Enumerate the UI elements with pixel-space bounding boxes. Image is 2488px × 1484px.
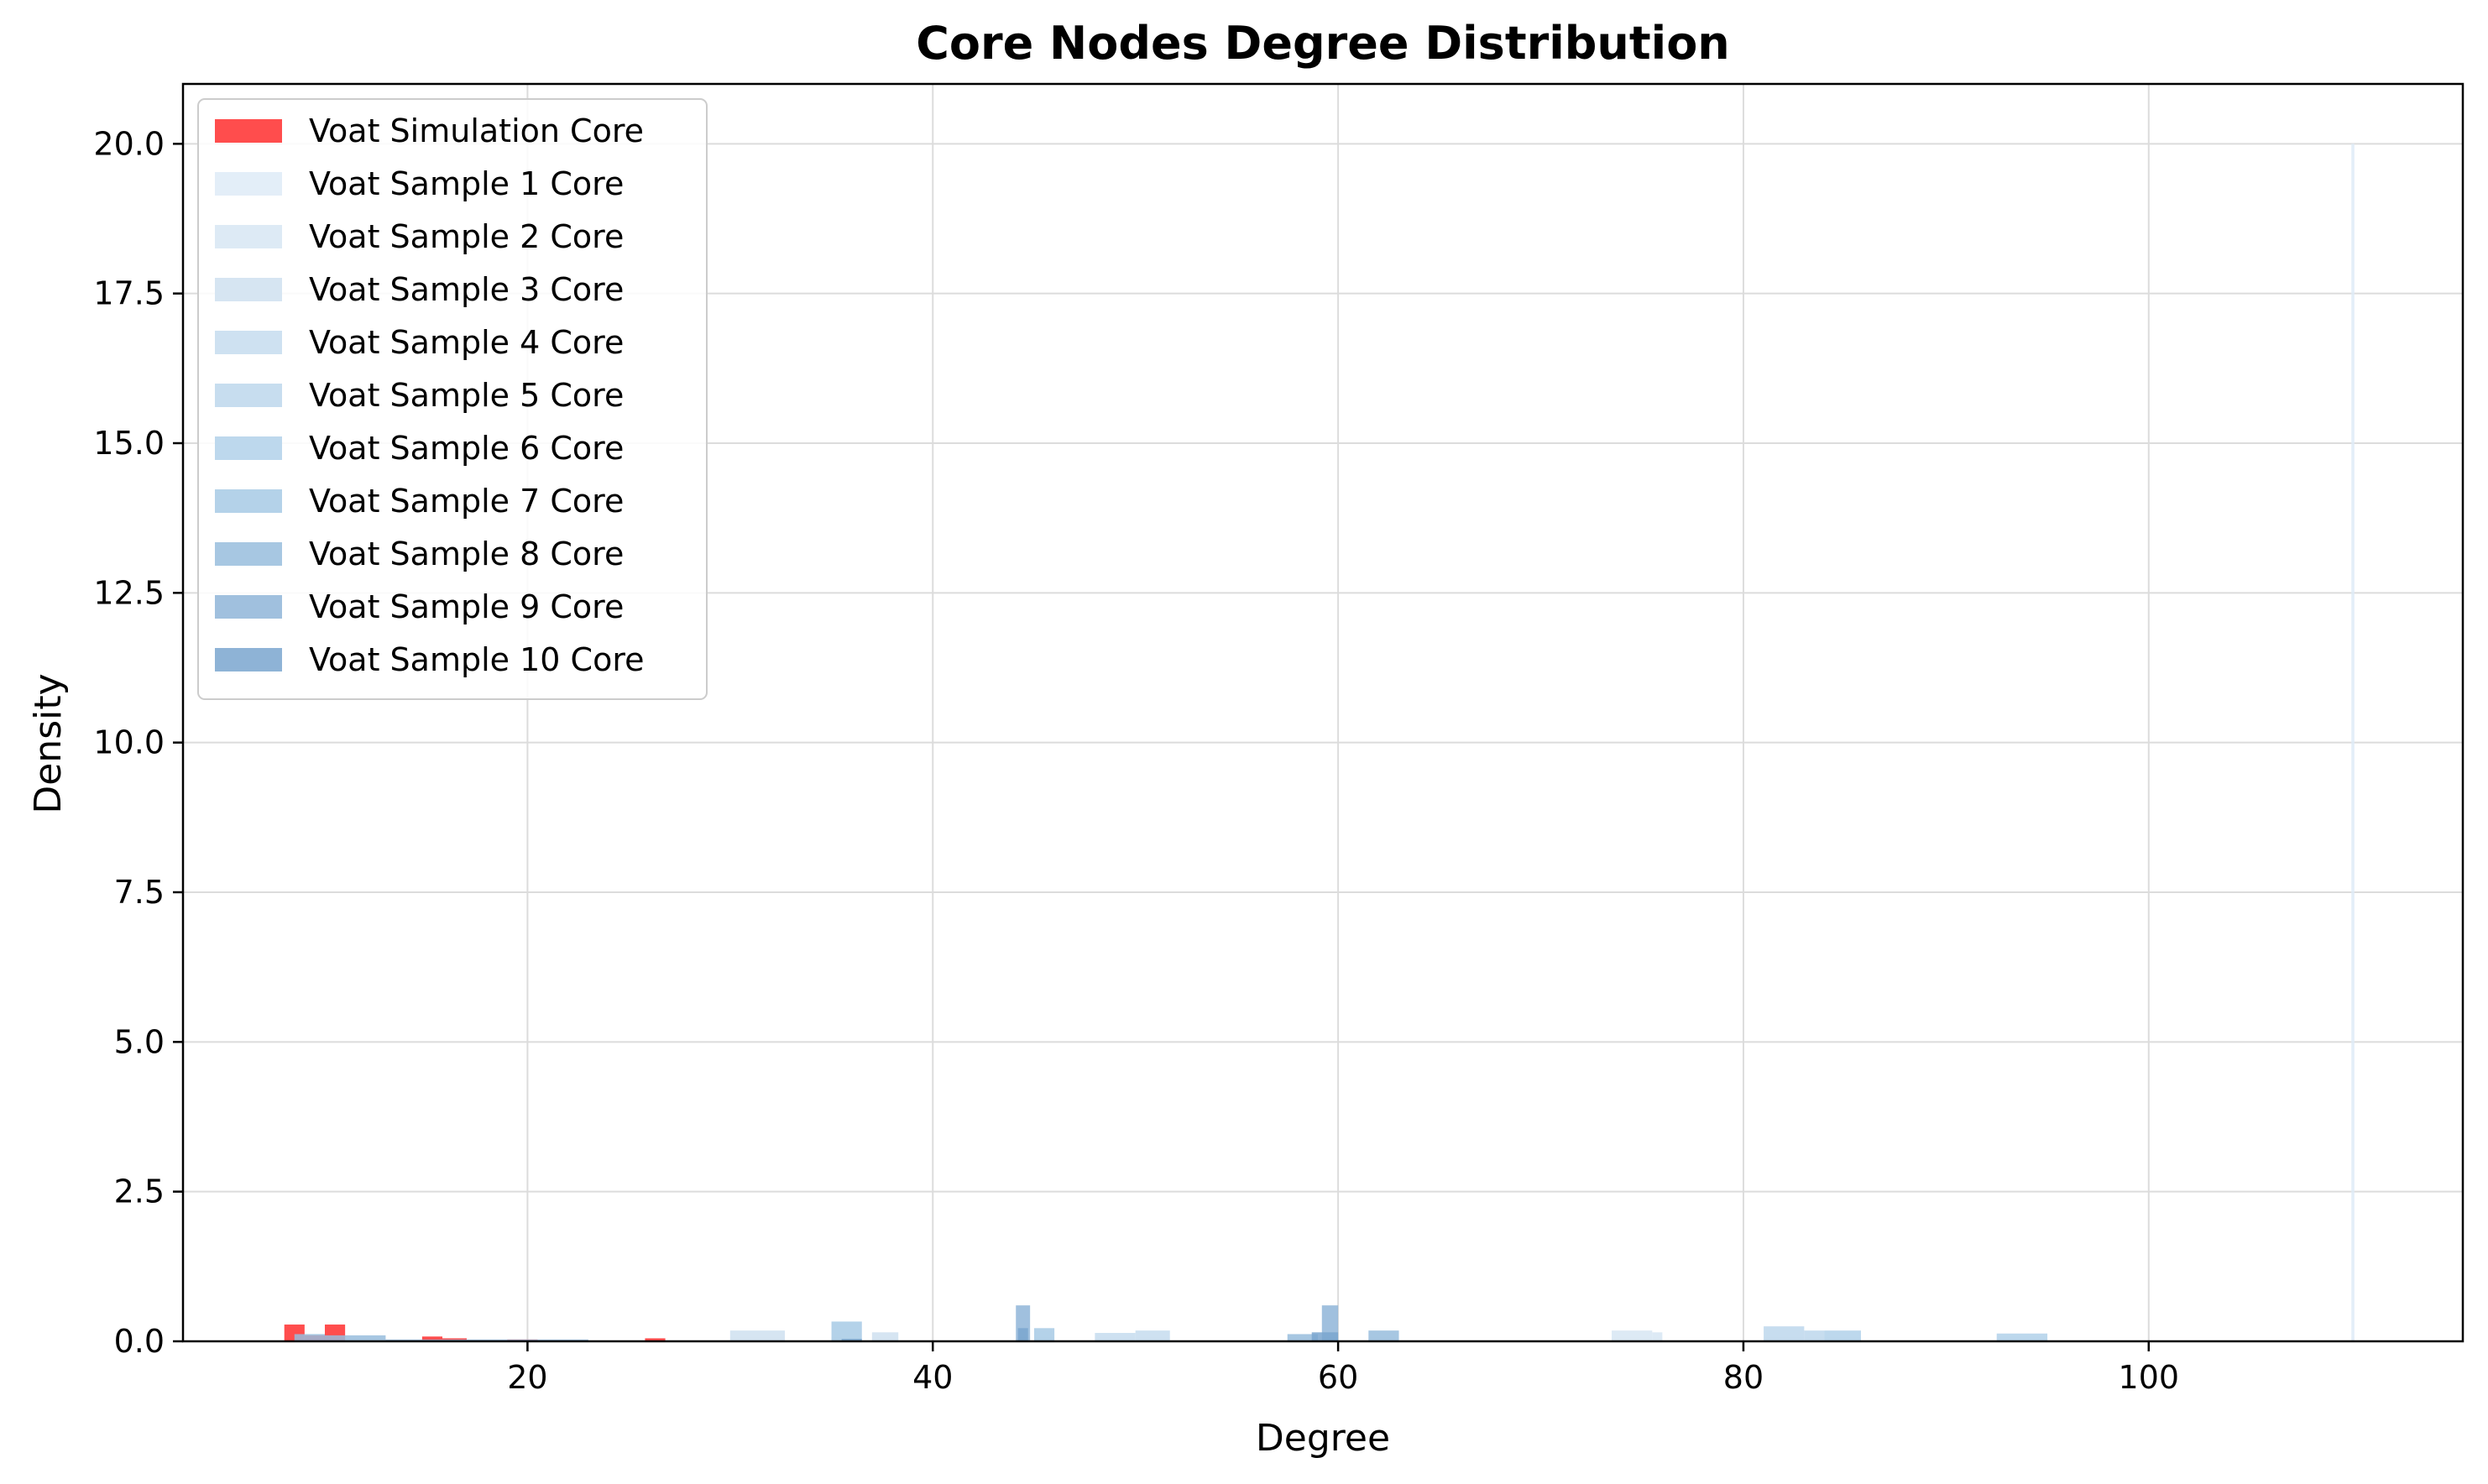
x-tick-label: 20 — [507, 1359, 547, 1396]
x-tick-label: 40 — [912, 1359, 953, 1396]
legend-swatch — [215, 384, 282, 407]
histogram-bar — [1095, 1333, 1136, 1341]
legend-swatch — [215, 542, 282, 566]
legend-label: Voat Sample 4 Core — [309, 324, 624, 361]
x-tick-label: 100 — [2119, 1359, 2180, 1396]
chart-title: Core Nodes Degree Distribution — [916, 17, 1729, 70]
histogram-bar — [1368, 1330, 1399, 1341]
y-tick-label: 7.5 — [114, 874, 165, 911]
legend-label: Voat Sample 7 Core — [309, 483, 624, 520]
histogram-bar — [1824, 1330, 1861, 1341]
histogram-bar — [1017, 1328, 1028, 1341]
legend-swatch — [215, 331, 282, 354]
legend: Voat Simulation Core Voat Sample 1 Core Vo… — [197, 98, 708, 700]
legend-label: Voat Sample 10 Core — [309, 641, 645, 678]
histogram-bar — [1652, 1332, 1663, 1341]
legend-swatch — [215, 172, 282, 196]
y-tick-label: 0.0 — [114, 1323, 165, 1360]
legend-label: Voat Sample 5 Core — [309, 377, 624, 414]
histogram-bar — [1033, 1328, 1055, 1341]
legend-swatch — [215, 278, 282, 301]
histogram-bar — [294, 1334, 325, 1341]
histogram-bar — [831, 1321, 862, 1341]
legend-box — [197, 98, 708, 700]
legend-label: Voat Sample 8 Core — [309, 536, 624, 572]
x-tick-label: 60 — [1318, 1359, 1358, 1396]
legend-swatch — [215, 489, 282, 513]
histogram-bar — [1612, 1330, 1653, 1341]
histogram-bars — [284, 144, 2355, 1341]
legend-label: Voat Sample 2 Core — [309, 218, 624, 255]
histogram-bar — [1804, 1330, 1825, 1341]
legend-label: Voat Sample 3 Core — [309, 271, 624, 308]
histogram-bar — [2351, 144, 2355, 1341]
grid — [183, 84, 2463, 1342]
legend-swatch — [215, 648, 282, 671]
y-tick-label: 2.5 — [114, 1173, 165, 1210]
histogram-bar — [1996, 1333, 2048, 1341]
legend-swatch — [215, 436, 282, 460]
legend-swatch — [215, 225, 282, 248]
legend-label: Voat Sample 9 Core — [309, 588, 624, 625]
plot-frame — [181, 82, 2464, 1343]
legend-label: Voat Sample 6 Core — [309, 430, 624, 467]
y-tick-label: 17.5 — [93, 275, 165, 312]
histogram-bar — [1287, 1334, 1318, 1341]
histogram-bar — [1311, 1332, 1339, 1341]
histogram-bar — [729, 1330, 786, 1341]
y-tick-label: 12.5 — [93, 574, 165, 611]
histogram-bar — [645, 1338, 666, 1341]
axis-ticks: 20 40 60 80 100 0.0 2.5 5.0 7.5 10.0 12.5 15.0 17.5 2… — [93, 125, 2179, 1396]
histogram-bar — [1135, 1330, 1170, 1341]
y-tick-label: 15.0 — [93, 425, 165, 462]
y-tick-label: 20.0 — [93, 125, 165, 162]
legend-label: Voat Sample 1 Core — [309, 165, 624, 202]
legend-label: Voat Simulation Core — [309, 112, 644, 149]
y-tick-label: 5.0 — [114, 1023, 165, 1060]
x-tick-label: 80 — [1723, 1359, 1764, 1396]
legend-swatch — [215, 119, 282, 143]
histogram-bar — [1764, 1326, 1805, 1341]
histogram-bar — [871, 1332, 899, 1341]
histogram-bar — [324, 1335, 386, 1341]
histogram-bar — [421, 1336, 443, 1341]
y-tick-label: 10.0 — [93, 724, 165, 761]
histogram-bar — [841, 1339, 862, 1341]
legend-swatch — [215, 595, 282, 619]
y-axis-label: Density — [27, 673, 70, 813]
x-axis-label: Degree — [1256, 1417, 1390, 1460]
